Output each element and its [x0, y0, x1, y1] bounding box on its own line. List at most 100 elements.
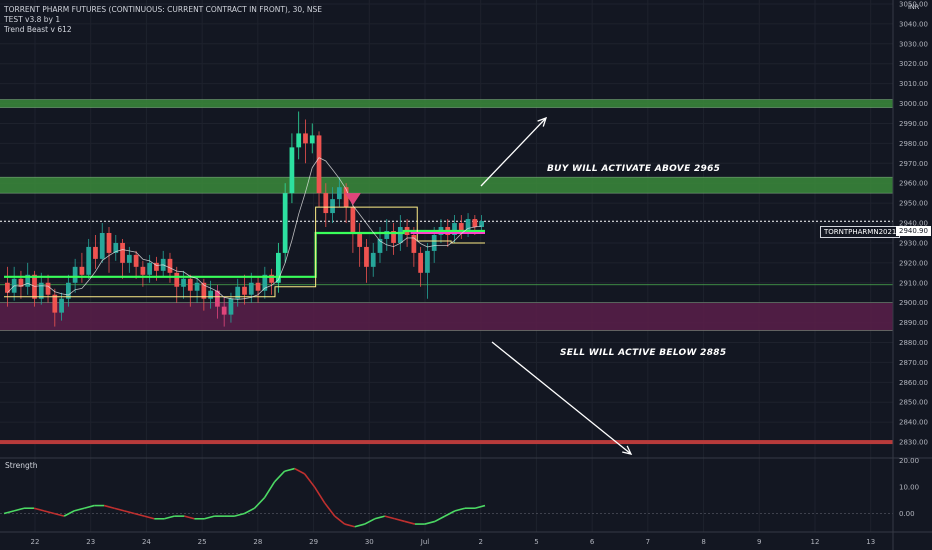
strength-segment: [83, 504, 95, 509]
sell-arrow-head: [622, 445, 633, 455]
strength-y-tick-label: 0.00: [899, 510, 915, 518]
candle-body: [282, 193, 288, 253]
currency-label: INR: [908, 3, 920, 11]
last-price-badge: 2940.90: [896, 226, 931, 236]
candle-body: [242, 286, 247, 295]
x-tick-label: 24: [142, 538, 151, 546]
y-tick-label: 3000.00: [899, 100, 928, 108]
candle-body: [65, 282, 71, 299]
candle-body: [418, 252, 424, 273]
candle-body: [336, 187, 342, 200]
candle-body: [431, 234, 437, 251]
candle-body: [479, 221, 484, 228]
zone-support: [0, 302, 893, 331]
strength-segment: [273, 470, 286, 483]
strength-segment: [404, 520, 416, 525]
candle-body: [45, 282, 51, 295]
y-tick-label: 2880.00: [899, 339, 928, 347]
indicator-label-trend-beast[interactable]: Trend Beast v 612: [4, 25, 72, 34]
candle-body: [228, 298, 234, 315]
y-tick-label: 3010.00: [899, 80, 928, 88]
y-tick-label: 2840.00: [899, 419, 928, 427]
x-tick-label: 6: [590, 538, 595, 546]
candle-body: [384, 230, 390, 239]
y-tick-label: 2870.00: [899, 359, 928, 367]
y-tick-label: 2950.00: [899, 200, 928, 208]
candle-body: [126, 254, 132, 263]
strength-segment: [244, 507, 255, 515]
candle-body: [113, 242, 119, 253]
strength-segment: [294, 467, 305, 475]
buy-annotation: BUY WILL ACTIVATE ABOVE 2965: [547, 164, 721, 174]
x-tick-label: 9: [757, 538, 761, 546]
strength-segment: [344, 523, 355, 528]
strength-segment: [424, 520, 436, 525]
zones: [0, 99, 893, 331]
buy-arrow-head: [537, 116, 548, 127]
chart-legend: TORRENT PHARM FUTURES (CONTINUOUS: CURRE…: [4, 5, 322, 35]
candle-body: [140, 266, 146, 275]
candle-body: [154, 262, 159, 271]
y-tick-label: 3050.00: [899, 0, 928, 8]
candle-body: [343, 187, 349, 208]
strength-segment: [204, 515, 215, 520]
candle-body: [350, 207, 356, 233]
candle-body: [181, 278, 186, 287]
y-tick-label: 2900.00: [899, 299, 928, 307]
candle-body: [201, 282, 207, 299]
strength-segment: [33, 507, 45, 512]
strength-segment: [364, 518, 376, 525]
candle-body: [99, 232, 105, 259]
x-tick-label: 8: [701, 538, 705, 546]
zone-resistance-mid: [0, 177, 893, 194]
candle-body: [79, 266, 85, 275]
strength-segment: [73, 507, 85, 512]
strength-segment: [144, 515, 155, 520]
candle-body: [208, 290, 213, 299]
candle-body: [425, 250, 430, 273]
y-tick-label: 3030.00: [899, 40, 928, 48]
x-tick-label: Jul: [420, 538, 430, 546]
indicator-label-test[interactable]: TEST v3.8 by 1: [4, 15, 61, 24]
strength-segment: [13, 507, 25, 512]
candle-body: [357, 232, 363, 247]
sell-arrow: [491, 341, 632, 455]
candle-body: [93, 246, 98, 259]
line-bottom-red: [0, 440, 893, 445]
symbol-badge: TORNTPHARMN2021: [820, 226, 901, 238]
sell-signal-marker: [344, 193, 361, 206]
strength-segment: [63, 510, 75, 517]
y-tick-label: 2910.00: [899, 279, 928, 287]
candle-body: [411, 234, 417, 253]
candle-body: [262, 274, 268, 291]
candle-body: [248, 282, 254, 295]
candle-body: [194, 282, 200, 291]
x-tick-label: 25: [198, 538, 207, 546]
candle-body: [472, 219, 478, 228]
strength-segment: [3, 510, 15, 515]
zone-resistance-top: [0, 99, 893, 108]
sell-annotation: SELL WILL ACTIVE BELOW 2885: [560, 348, 727, 358]
candle-body: [330, 199, 335, 214]
x-tick-label: 23: [86, 538, 95, 546]
y-tick-label: 2970.00: [899, 160, 928, 168]
candle-body: [391, 230, 396, 243]
arrows: [480, 116, 633, 455]
y-tick-label: 2990.00: [899, 120, 928, 128]
strength-segment: [53, 512, 65, 517]
candle-body: [276, 252, 281, 283]
candle-body: [458, 223, 464, 231]
candle-body: [120, 242, 125, 263]
strength-segment: [124, 510, 135, 515]
strength-segment: [384, 515, 396, 520]
candle-body: [303, 133, 308, 144]
candle-body: [221, 306, 227, 315]
y-tick-label: 2930.00: [899, 239, 928, 247]
candle-body: [235, 286, 241, 299]
candle-body: [255, 282, 261, 291]
candle-body: [269, 274, 274, 283]
strength-segment: [43, 510, 55, 515]
